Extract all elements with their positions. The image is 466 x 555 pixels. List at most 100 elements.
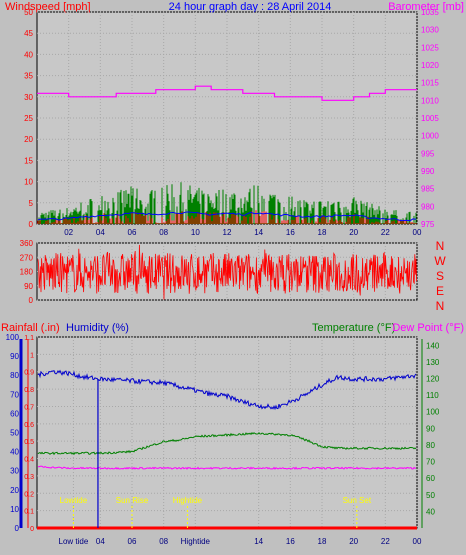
rain-tick-label: 0.1 xyxy=(24,509,34,516)
humidity-tick-label: 30 xyxy=(10,467,19,476)
wind-x-tick-label: 08 xyxy=(159,228,168,237)
humidity-tick-label: 50 xyxy=(10,429,19,438)
rain-hum-temp-ticks: 0 0.1 0.2 0.3 0.4 0.5 0.6 0.7 0.8 0.9 1 1.1 0 10 20 30 4… xyxy=(6,333,440,533)
rain-tick-label: 0.9 xyxy=(24,370,34,377)
barometer-tick-label: 1035 xyxy=(421,8,439,17)
windspeed-tick-label: 30 xyxy=(24,93,33,102)
windspeed-tick-label: 10 xyxy=(24,178,33,187)
temperature-tick-label: 60 xyxy=(426,474,435,483)
barometer-tick-label: 1015 xyxy=(421,79,439,88)
humidity-tick-label: 60 xyxy=(10,409,19,418)
temperature-axis-label: Temperature (°F) xyxy=(312,322,395,334)
temperature-tick-label: 50 xyxy=(426,491,435,500)
rain-x-tick-label: 06 xyxy=(128,537,137,546)
humidity-axis-label: Humidity (%) xyxy=(66,322,129,334)
event-label: Hightide xyxy=(173,496,203,505)
rain-x-tick-label: 22 xyxy=(381,537,390,546)
wind-x-tick-label: 02 xyxy=(64,228,73,237)
rain-tick-label: 0.5 xyxy=(24,439,34,446)
barometer-tick-label: 1000 xyxy=(421,132,439,141)
barometer-tick-label: 980 xyxy=(421,202,435,211)
wind-x-tick-label: 16 xyxy=(286,228,295,237)
barometer-axis-label: Barometer [mb] xyxy=(388,1,464,13)
wind-x-tick-label: 06 xyxy=(128,228,137,237)
wind-x-tick-label: 00 xyxy=(413,228,422,237)
event-label: Sun Set xyxy=(343,496,372,505)
windspeed-tick-label: 5 xyxy=(29,199,34,208)
windspeed-tick-label: 15 xyxy=(24,156,33,165)
rain-tick-label: 0.6 xyxy=(24,422,34,429)
windspeed-tick-label: 45 xyxy=(24,29,33,38)
compass-label: W xyxy=(434,254,446,268)
wind-baro-series xyxy=(37,85,417,224)
windspeed-tick-label: 20 xyxy=(24,135,33,144)
barometer-tick-label: 1030 xyxy=(421,26,439,35)
humidity-tick-label: 90 xyxy=(10,352,19,361)
rain-x-tick-label: 08 xyxy=(159,537,168,546)
barometer-tick-label: 1005 xyxy=(421,114,439,123)
humidity-tick-label: 0 xyxy=(15,524,20,533)
dewpoint-series xyxy=(37,465,417,470)
windspeed-axis-label: Windspeed [mph] xyxy=(5,1,91,13)
rain-tick-label: 0.3 xyxy=(24,474,34,481)
direction-series xyxy=(37,244,417,300)
chart-title: 24 hour graph day : 28 April 2014 xyxy=(169,1,332,13)
wind-x-tick-label: 14 xyxy=(254,228,263,237)
temperature-tick-label: 100 xyxy=(426,408,440,417)
barometer-tick-label: 975 xyxy=(421,220,435,229)
barometer-tick-label: 1025 xyxy=(421,43,439,52)
wind-x-tick-label: 10 xyxy=(191,228,200,237)
compass-label: S xyxy=(436,269,444,283)
temperature-tick-label: 40 xyxy=(426,507,435,516)
direction-tick-label: 90 xyxy=(24,282,33,291)
rain-x-tick-label: 14 xyxy=(254,537,263,546)
humidity-tick-label: 100 xyxy=(6,333,20,342)
temperature-tick-label: 70 xyxy=(426,458,435,467)
compass-label: E xyxy=(436,284,444,298)
event-label: Lowtide xyxy=(60,496,88,505)
rain-tick-label: 0.4 xyxy=(24,457,34,464)
humidity-tick-label: 40 xyxy=(10,448,19,457)
barometer-tick-label: 1020 xyxy=(421,61,439,70)
wind-x-tick-label: 18 xyxy=(318,228,327,237)
compass-label: N xyxy=(436,299,445,313)
direction-grid xyxy=(37,242,418,301)
wind-x-tick-label: 12 xyxy=(223,228,232,237)
barometer-tick-label: 990 xyxy=(421,167,435,176)
direction-tick-label: 270 xyxy=(20,253,34,262)
event-label: Sun Rise xyxy=(116,496,149,505)
humidity-tick-label: 10 xyxy=(10,505,19,514)
barometer-ticks: 975 980 985 990 995 1000 1005 1010 1015 1020 1025 1… xyxy=(421,8,439,229)
temperature-tick-label: 140 xyxy=(426,341,440,350)
temperature-tick-label: 80 xyxy=(426,441,435,450)
barometer-series xyxy=(37,85,417,101)
dewpoint-axis-label: Dew Point (°F) xyxy=(392,322,464,334)
rain-x-tick-label: 16 xyxy=(286,537,295,546)
temperature-tick-label: 130 xyxy=(426,358,440,367)
wind-x-tick-label: 04 xyxy=(96,228,105,237)
temperature-tick-label: 90 xyxy=(426,424,435,433)
rain-x-tick-label: 18 xyxy=(318,537,327,546)
windspeed-tick-label: 50 xyxy=(24,8,33,17)
temperature-series xyxy=(37,432,417,456)
humidity-series xyxy=(37,369,417,411)
direction-tick-label: 180 xyxy=(20,268,34,277)
temperature-tick-label: 110 xyxy=(426,391,439,400)
rain-tick-label: 0.8 xyxy=(24,387,34,394)
windspeed-tick-label: 0 xyxy=(29,220,34,229)
wind-x-ticks: 02 04 06 08 10 12 14 16 18 20 22 00 xyxy=(64,228,422,237)
windspeed-tick-label: 25 xyxy=(24,114,33,123)
wind-x-tick-label: 22 xyxy=(381,228,390,237)
wind-average-series xyxy=(37,211,417,222)
wind-direction-series xyxy=(37,244,417,300)
rainfall-axis-label: Rainfall (.in) xyxy=(1,322,60,334)
rain-tick-label: 0.7 xyxy=(24,404,34,411)
direction-tick-label: 0 xyxy=(29,296,34,305)
windspeed-tick-label: 40 xyxy=(24,50,33,59)
windspeed-ticks: 0 5 10 15 20 25 30 35 40 45 50 xyxy=(24,8,33,229)
humidity-tick-label: 70 xyxy=(10,390,19,399)
rain-x-tick-label: Hightide xyxy=(181,537,211,546)
compass-label: N xyxy=(436,239,445,253)
rain-x-ticks: Low tide 04 06 08 Hightide 14 16 18 20 22 00 xyxy=(59,537,422,546)
